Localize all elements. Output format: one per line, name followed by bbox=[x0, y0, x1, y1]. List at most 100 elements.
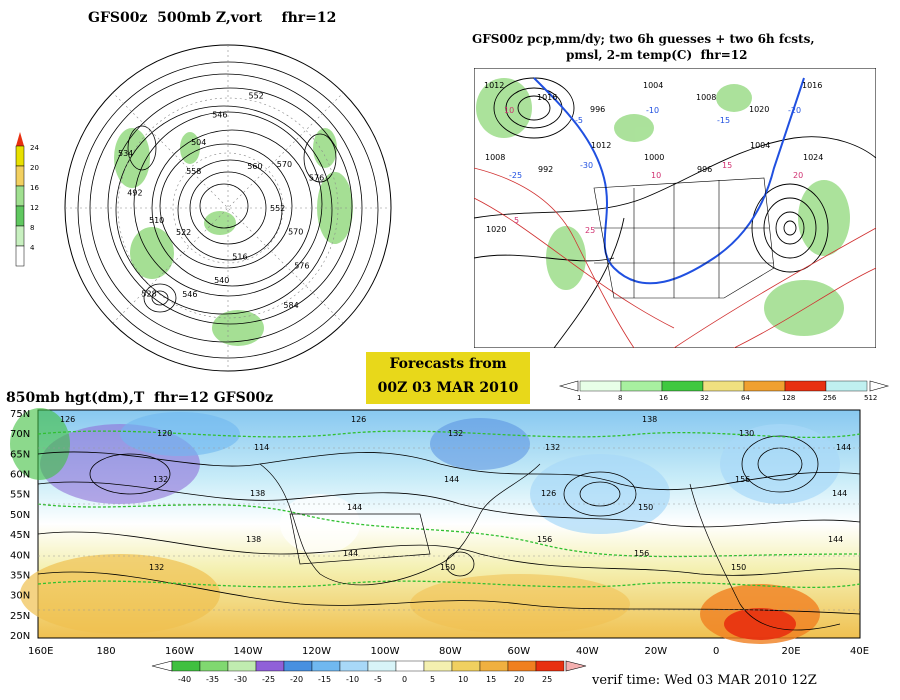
legend-500-swatch bbox=[15, 165, 25, 187]
lon-label: 60W bbox=[508, 646, 531, 657]
contour-label-500: 552 bbox=[270, 204, 285, 213]
legend-850-tick: -5 bbox=[374, 675, 382, 684]
legend-850-swatch bbox=[199, 660, 229, 672]
pressure-label: 1004 bbox=[643, 81, 663, 90]
height-label-850: 126 bbox=[60, 415, 75, 424]
contour-label-500: 528 bbox=[141, 289, 156, 298]
contour-label-500: 570 bbox=[277, 160, 292, 169]
legend-850-tick: -10 bbox=[346, 675, 359, 684]
us-state-borders bbox=[593, 177, 775, 299]
legend-850-swatch bbox=[451, 660, 481, 672]
temp-label: 20 bbox=[793, 171, 803, 180]
lon-label: 40E bbox=[850, 646, 869, 657]
panel-500mb-title: GFS00z 500mb Z,vort fhr=12 bbox=[88, 10, 337, 26]
height-label-850: 150 bbox=[440, 563, 455, 572]
legend-arrow-icon bbox=[16, 132, 24, 146]
lon-label: 20E bbox=[782, 646, 801, 657]
legend-precip-swatch bbox=[825, 380, 868, 392]
contour-label-500: 546 bbox=[212, 110, 227, 119]
lat-label: 60N bbox=[10, 470, 30, 481]
legend-500-tick: 16 bbox=[30, 184, 39, 192]
temp-label: -10 bbox=[646, 106, 659, 115]
height-label-850: 156 bbox=[634, 549, 649, 558]
pressure-label: 1020 bbox=[486, 225, 506, 234]
lat-label: 35N bbox=[10, 571, 30, 582]
legend-left-arrow-icon bbox=[558, 380, 579, 392]
panel-850mb-map: 75N 70N 65N 60N 55N 50N 45N 40N 35N 30N 25N 20N 160… bbox=[10, 408, 869, 657]
legend-precip-tick: 256 bbox=[823, 394, 837, 402]
contour-label-500: 534 bbox=[118, 149, 133, 158]
coastlines bbox=[259, 463, 841, 631]
height-label-850: 156 bbox=[735, 475, 750, 484]
graticule-850 bbox=[38, 447, 860, 611]
contour-label-500: 576 bbox=[309, 174, 324, 183]
legend-850-tick: -40 bbox=[178, 675, 191, 684]
temperature-shading bbox=[10, 408, 840, 644]
lon-label: 140W bbox=[234, 646, 263, 657]
legend-500-swatch bbox=[15, 205, 25, 227]
lat-label: 30N bbox=[10, 591, 30, 602]
lon-label: 80W bbox=[439, 646, 462, 657]
panel-500mb-map: 552 570 576 584 516 540 546 528 522 510 492 534 558 5… bbox=[64, 44, 392, 372]
contour-label-500: 552 bbox=[249, 92, 264, 101]
temp-label: 10 bbox=[504, 106, 514, 115]
contour-label-500: 584 bbox=[283, 301, 298, 310]
temperature-contours-850 bbox=[37, 430, 861, 589]
contour-label-500: 560 bbox=[247, 162, 262, 171]
height-label-850: 126 bbox=[541, 489, 556, 498]
contour-label-500: 576 bbox=[294, 262, 309, 271]
contour-label-500: 516 bbox=[232, 253, 247, 262]
height-contours-850 bbox=[37, 435, 861, 615]
legend-850-swatch bbox=[311, 660, 341, 672]
legend-850-swatch bbox=[227, 660, 257, 672]
contour-label-500: 546 bbox=[182, 290, 197, 299]
height-label-850: 156 bbox=[537, 535, 552, 544]
height-label-850: 144 bbox=[347, 503, 362, 512]
pressure-label: 992 bbox=[538, 165, 553, 174]
height-label-850: 144 bbox=[444, 475, 459, 484]
height-label-850: 132 bbox=[545, 443, 560, 452]
legend-850-swatch bbox=[507, 660, 537, 672]
legend-850-swatch bbox=[283, 660, 313, 672]
freezing-line bbox=[533, 77, 805, 285]
legend-precip-tick: 8 bbox=[618, 394, 622, 402]
height-label-850: 144 bbox=[836, 443, 851, 452]
legend-precip-tick: 128 bbox=[782, 394, 795, 402]
legend-850-tick: -25 bbox=[262, 675, 275, 684]
lat-label: 40N bbox=[10, 550, 30, 561]
legend-850-swatch bbox=[423, 660, 453, 672]
lon-label: 100W bbox=[371, 646, 400, 657]
legend-850-swatch bbox=[535, 660, 565, 672]
forecast-box-line1: Forecasts from bbox=[389, 356, 507, 372]
height-label-850: 130 bbox=[739, 429, 754, 438]
legend-500-swatch bbox=[15, 245, 25, 267]
temp-label: 15 bbox=[722, 161, 732, 170]
legend-left-arrow-icon bbox=[151, 660, 173, 672]
legend-850-swatch bbox=[171, 660, 201, 672]
height-label-850: 126 bbox=[351, 415, 366, 424]
temp-label: -5 bbox=[575, 116, 583, 125]
pressure-label: 1008 bbox=[485, 153, 505, 162]
legend-precip-tick: 16 bbox=[659, 394, 668, 402]
legend-850-tick: 0 bbox=[402, 675, 407, 684]
pressure-label: 1000 bbox=[644, 153, 664, 162]
legend-850-swatch bbox=[479, 660, 509, 672]
legend-500-swatch bbox=[15, 145, 25, 167]
panel-500mb-legend: 24 20 16 12 8 4 bbox=[15, 132, 39, 267]
pressure-label: 996 bbox=[697, 165, 712, 174]
legend-precip-tick: 1 bbox=[577, 394, 581, 402]
height-label-850: 132 bbox=[149, 563, 164, 572]
panel-precip-map: 1012101699610041008102010161008992101210… bbox=[474, 68, 876, 348]
legend-right-arrow-icon bbox=[869, 380, 890, 392]
pressure-label: 1012 bbox=[591, 141, 611, 150]
temp-label: 25 bbox=[585, 226, 595, 235]
pressure-label: 1016 bbox=[802, 81, 822, 90]
temperature-contours bbox=[474, 167, 876, 348]
verif-time: verif time: Wed 03 MAR 2010 12Z bbox=[592, 673, 817, 688]
lat-label: 65N bbox=[10, 449, 30, 460]
height-label-850: 132 bbox=[448, 429, 463, 438]
legend-precip-swatch bbox=[661, 380, 704, 392]
panel-precip-title-line1: GFS00z pcp,mm/dy; two 6h guesses + two 6… bbox=[472, 32, 815, 46]
legend-500-tick: 4 bbox=[30, 244, 35, 252]
pressure-label: 1012 bbox=[484, 81, 504, 90]
